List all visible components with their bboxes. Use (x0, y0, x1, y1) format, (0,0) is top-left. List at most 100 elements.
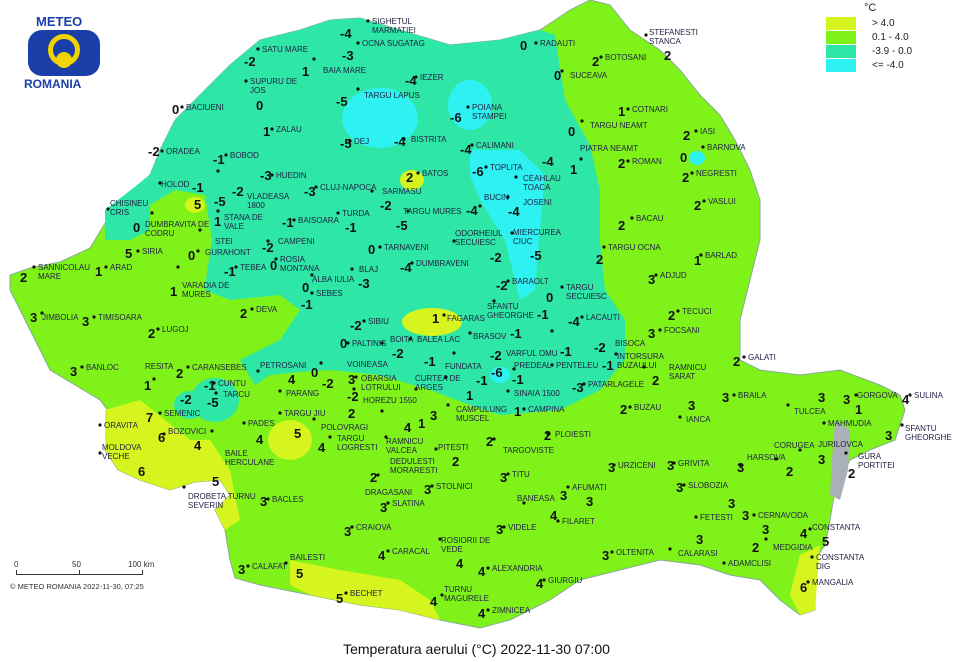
station-dot (484, 165, 488, 169)
station-value: 5 (296, 566, 303, 581)
station-dot (246, 564, 250, 568)
station: PREDEAL -6 (491, 361, 552, 380)
station-name: ZIMNICEA (492, 606, 531, 615)
station-dot (506, 279, 510, 283)
station-dot (486, 608, 490, 612)
station-value: 2 (733, 354, 740, 369)
station-dot (430, 484, 434, 488)
station: CERNAVODA 3 (742, 508, 809, 523)
station-value: 4 (404, 420, 412, 435)
station-value: 3 (260, 494, 267, 509)
station-dot (40, 311, 44, 315)
station-name: RAMNICU VALCEA (386, 437, 426, 455)
station-value: -1 (224, 264, 236, 279)
station-value: 3 (843, 392, 850, 407)
station-value: 3 (737, 460, 744, 475)
station: CRAIOVA 3 (344, 523, 392, 539)
station-dot (786, 403, 790, 407)
station: SEBES-1 (301, 289, 343, 312)
station-dot (266, 497, 270, 501)
station: SLATINA 3 (380, 499, 425, 515)
station-name: MIERCUREA CIUC (513, 228, 563, 246)
station-value: 1 (144, 378, 151, 393)
station-dot (344, 591, 348, 595)
legend-item: -3.9 - 0.0 (826, 45, 946, 58)
station-dot (198, 228, 202, 232)
station-value: 3 (586, 494, 593, 509)
station-value: -5 (207, 395, 219, 410)
station: PENTELEU -2 (550, 340, 606, 370)
station-value: -1 (476, 373, 488, 388)
station-dot (522, 501, 526, 505)
station-value: -4 (568, 314, 580, 329)
station: BACIUENI 0 (172, 102, 224, 117)
station: TARGU LAPUS -5 (336, 87, 420, 109)
station-name: IANCA (686, 415, 711, 424)
station-name: TURDA (342, 209, 370, 218)
legend-label: 0.1 - 4.0 (872, 32, 909, 43)
legend-unit: °C (864, 2, 877, 14)
station: TURNU MAGURELE 4 (430, 585, 489, 609)
station-dot (292, 218, 296, 222)
station-name: PLOIESTI (555, 430, 591, 439)
station-value: 4 (536, 576, 544, 591)
station: VLADEASA 1800-2 (216, 169, 291, 210)
station-value: 2 (618, 218, 625, 233)
station: BRAILA 3 (722, 390, 767, 405)
station-value: -1 (512, 372, 524, 387)
station-value: 1 (432, 311, 439, 326)
station-name: DEDULESTI MORARESTI (390, 457, 438, 475)
station: IASI 2 (683, 127, 715, 143)
station-value: 0 (546, 290, 553, 305)
station-dot (106, 207, 110, 211)
station-value: 0 (188, 248, 195, 263)
meteo-romania-logo: METEO ROMANIA (24, 14, 104, 92)
station: TITU 3 (500, 470, 530, 485)
station-name: TIMISOARA (98, 313, 143, 322)
station-name: GORGOVA (857, 391, 898, 400)
station-dot (510, 231, 514, 235)
station: SUPURU DE JOS 0 (244, 77, 299, 113)
station: PALTINIS 0 (340, 336, 386, 351)
station-value: -3 (572, 380, 584, 395)
station-dot (216, 169, 220, 173)
station-value: 3 (728, 496, 735, 511)
station-name: PITESTI (438, 443, 468, 452)
station-name: DEVA (256, 305, 278, 314)
station-value: 0 (311, 365, 318, 380)
station-dot (270, 127, 274, 131)
station-name: TEBEA (240, 263, 267, 272)
station-name: BACIUENI (186, 103, 224, 112)
station: TARGOVISTE 2 (486, 434, 554, 455)
station: ADAMCLISI 2 (722, 540, 771, 568)
region-very-cold-ciuc (470, 150, 545, 300)
station: BARLAD 1 (694, 251, 737, 268)
station-name: PIATRA NEAMT (580, 144, 638, 153)
station: MOLDOVA VECHE 6 (98, 443, 145, 479)
station: TARGU MURES -5 (396, 207, 462, 233)
station: BOBOD -1 (213, 151, 259, 167)
station-name: PENTELEU (556, 361, 598, 370)
station-value: 2 (668, 308, 675, 323)
station-value: -4 (466, 203, 478, 218)
station-dot (699, 253, 703, 257)
station: ROMAN 2 (618, 156, 662, 171)
station: HOLOD -1 (158, 180, 204, 195)
station-value: 1 (855, 402, 862, 417)
station-dot (406, 209, 410, 213)
station-value: 3 (742, 508, 749, 523)
station-name: ZALAU (276, 125, 302, 134)
station: CURTEA DE ARGES 3 (414, 374, 463, 423)
station-name: NEGRESTI (696, 169, 737, 178)
station-value: -2 (392, 346, 404, 361)
station-value: -6 (472, 164, 484, 179)
station-value: 4 (256, 432, 264, 447)
station-dot (522, 407, 526, 411)
station-name: ROSIA MONTANA (280, 255, 320, 273)
station-name: ODORHEIUL SECUIESC (455, 229, 505, 247)
station-value: 2 (452, 454, 459, 469)
station: BOTOSANI 2 (592, 53, 646, 69)
station-value: -3 (260, 168, 272, 183)
